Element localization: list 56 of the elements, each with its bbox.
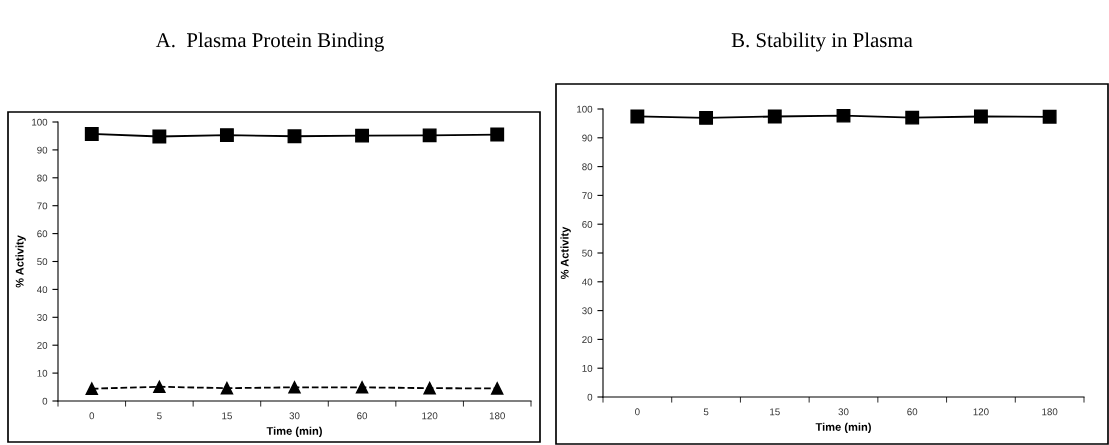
x-tick-label: 30: [289, 412, 300, 420]
point: [355, 381, 369, 394]
x-tick-label: 5: [703, 408, 709, 416]
point: [490, 382, 504, 395]
y-tick-label: 50: [582, 249, 593, 257]
y-tick-label: 40: [581, 278, 593, 286]
chart-title: B. Stability in Plasma: [731, 32, 913, 52]
point: [219, 128, 234, 143]
x-axis-title: Time (min): [266, 426, 322, 438]
y-tick-label: 60: [37, 230, 48, 238]
x-tick-label: 180: [1042, 408, 1058, 416]
y-tick-label: 90: [582, 134, 593, 142]
point: [355, 128, 370, 143]
x-tick-label: 180: [489, 412, 505, 420]
x-tick-label: 0: [635, 408, 640, 416]
point: [288, 381, 301, 394]
point: [153, 380, 166, 394]
point: [152, 129, 167, 144]
point: [84, 127, 99, 141]
y-tick-label: 50: [37, 258, 48, 266]
y-tick-label: 30: [582, 307, 593, 315]
y-axis-title: % Activity: [15, 235, 26, 288]
point: [287, 129, 302, 144]
y-tick-label: 20: [582, 336, 593, 344]
y-tick-label: 40: [36, 286, 48, 294]
point: [220, 381, 234, 395]
x-tick-label: 5: [157, 412, 162, 420]
point: [423, 381, 436, 395]
y-tick-label: 0: [587, 393, 593, 401]
y-tick-label: 90: [37, 146, 48, 154]
x-tick-label: 15: [222, 412, 232, 420]
x-tick-label: 60: [907, 408, 918, 416]
chart-title: A. Plasma Protein Binding: [155, 32, 384, 52]
x-tick-label: 60: [357, 412, 368, 420]
x-tick-label: 30: [838, 408, 849, 416]
y-tick-label: 80: [37, 174, 48, 182]
point: [85, 382, 99, 395]
x-axis-title: Time (min): [815, 422, 871, 434]
y-axis-title: % Activity: [560, 226, 571, 280]
y-tick-label: 100: [577, 105, 593, 113]
x-tick-label: 0: [89, 412, 95, 420]
y-tick-label: 30: [37, 314, 48, 321]
y-tick-label: 70: [37, 202, 48, 210]
point: [422, 128, 437, 143]
y-tick-label: 80: [582, 163, 593, 171]
y-tick-label: 20: [37, 341, 48, 349]
y-tick-label: 0: [42, 397, 48, 405]
y-tick-label: 70: [582, 192, 593, 200]
y-tick-label: 10: [582, 364, 593, 372]
x-tick-label: 120: [973, 408, 989, 416]
x-tick-label: 120: [422, 412, 438, 420]
y-tick-label: 10: [37, 369, 48, 377]
x-tick-label: 15: [770, 408, 780, 416]
y-tick-label: 100: [32, 118, 48, 126]
point: [490, 127, 505, 142]
y-tick-label: 60: [582, 220, 593, 228]
